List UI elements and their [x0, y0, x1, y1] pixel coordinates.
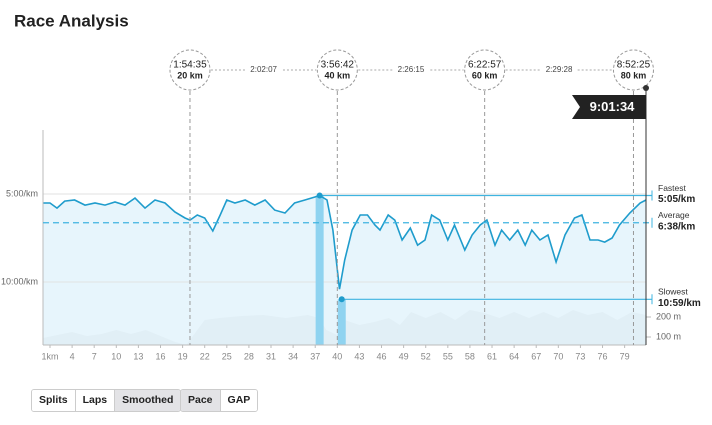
split-duration-bg [392, 64, 429, 76]
y2-tick-label: 200 m [656, 311, 681, 321]
x-tick-label: 76 [598, 351, 608, 361]
toggle-button[interactable]: Laps [75, 390, 116, 411]
x-tick-label: 10 [111, 351, 121, 361]
split-marker [316, 49, 358, 91]
page-title: Race Analysis [14, 11, 129, 30]
x-tick-label: 73 [575, 351, 585, 361]
y-tick-label: 10:00/km [1, 276, 38, 286]
toggle-button[interactable]: Smoothed [115, 390, 181, 411]
x-tick-label: 16 [155, 351, 165, 361]
reference-value: 10:59/km [658, 298, 701, 309]
split-duration-bg [245, 64, 282, 76]
highlight-band [315, 195, 324, 345]
reference-dot [316, 192, 323, 199]
reference-value: 5:05/km [658, 194, 695, 205]
x-tick-label: 22 [200, 351, 210, 361]
metric-toggle: Pace GAP [180, 389, 259, 412]
x-tick-label: 43 [354, 351, 364, 361]
y2-tick-label: 100 m [656, 331, 681, 341]
x-tick-label: 61 [487, 351, 497, 361]
view-toggle: Splits Laps Smoothed [31, 389, 182, 412]
finish-dot [643, 85, 649, 91]
split-distance: 40 km [325, 70, 351, 80]
split-duration: 2:02:07 [250, 65, 277, 74]
split-duration-bg [541, 64, 578, 76]
split-distance: 60 km [472, 70, 498, 80]
split-marker [464, 49, 506, 91]
total-time: 9:01:34 [590, 99, 636, 114]
x-tick-label: 64 [509, 351, 519, 361]
split-distance: 20 km [177, 70, 203, 80]
x-tick-label: 55 [443, 351, 453, 361]
x-tick-label: 40 [332, 351, 342, 361]
x-tick-label: 28 [244, 351, 254, 361]
x-tick-label: 4 [70, 351, 75, 361]
x-tick-label: 58 [465, 351, 475, 361]
reference-label: Fastest [658, 183, 687, 193]
x-tick-label: 67 [531, 351, 541, 361]
x-tick-label: 34 [288, 351, 298, 361]
total-flag [572, 95, 646, 119]
toggle-button[interactable]: Pace [181, 390, 221, 411]
x-tick-label: 13 [133, 351, 143, 361]
reference-label: Average [658, 210, 690, 220]
split-time: 1:54:35 [173, 60, 207, 71]
x-tick-label: 19 [178, 351, 188, 361]
split-time: 6:22:57 [468, 60, 502, 71]
x-tick-label: 79 [620, 351, 630, 361]
toggle-button[interactable]: GAP [220, 390, 258, 411]
reference-dot [338, 296, 345, 303]
split-duration: 2:29:28 [546, 65, 573, 74]
highlight-band [337, 299, 346, 345]
split-marker [169, 49, 211, 91]
y-tick-label: 5:00/km [6, 188, 38, 198]
x-tick-label: 70 [553, 351, 563, 361]
x-tick-label: 31 [266, 351, 276, 361]
x-tick-label: 52 [421, 351, 431, 361]
x-tick-label: 37 [310, 351, 320, 361]
reference-label: Slowest [658, 287, 688, 297]
reference-value: 6:38/km [658, 221, 695, 232]
x-tick-label: 49 [399, 351, 409, 361]
split-time: 8:52:25 [617, 60, 651, 71]
split-duration: 2:26:15 [398, 65, 425, 74]
x-tick-label: 25 [222, 351, 232, 361]
split-marker [612, 49, 654, 91]
pace-line [43, 194, 647, 290]
split-time: 3:56:42 [321, 60, 355, 71]
x-tick-label: 46 [377, 351, 387, 361]
toggle-button[interactable]: Splits [32, 390, 76, 411]
pace-area [43, 195, 646, 345]
split-distance: 80 km [621, 70, 647, 80]
x-tick-label: 1km [41, 351, 58, 361]
x-tick-label: 7 [92, 351, 97, 361]
